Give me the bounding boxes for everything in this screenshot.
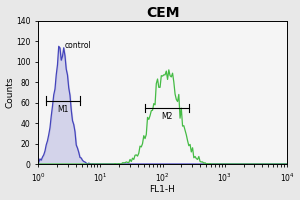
X-axis label: FL1-H: FL1-H (150, 185, 175, 194)
Text: M2: M2 (161, 112, 172, 121)
Title: CEM: CEM (146, 6, 179, 20)
Text: control: control (64, 41, 91, 50)
Text: M1: M1 (57, 105, 69, 114)
Y-axis label: Counts: Counts (6, 77, 15, 108)
